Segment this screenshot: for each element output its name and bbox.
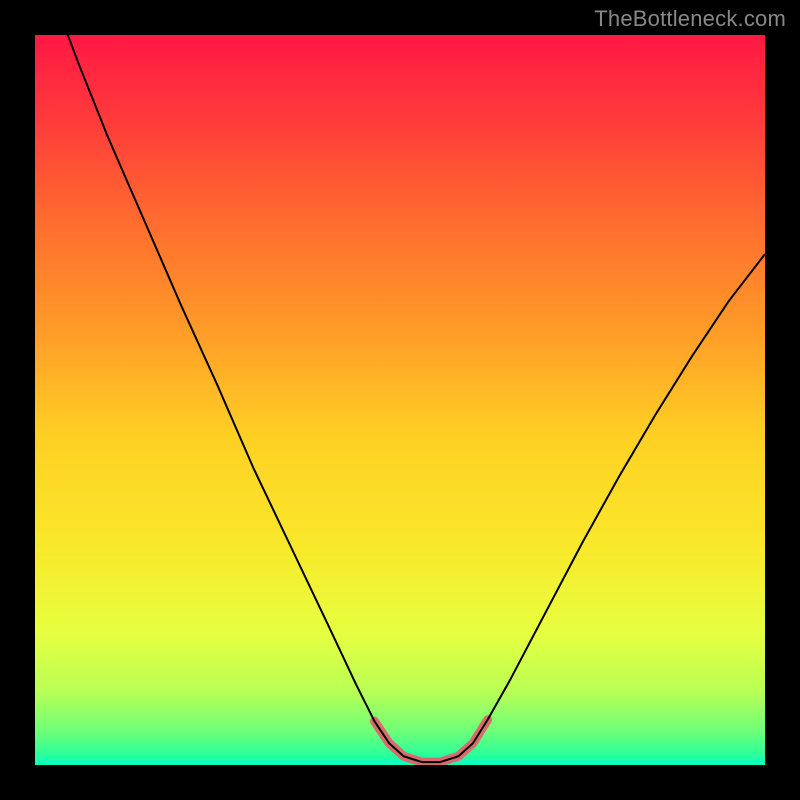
chart-frame: TheBottleneck.com <box>0 0 800 800</box>
bottleneck-curve <box>68 35 765 762</box>
curve-layer <box>35 35 765 765</box>
curve-accent-region <box>374 720 487 762</box>
watermark-text: TheBottleneck.com <box>594 6 786 32</box>
plot-area <box>35 35 765 765</box>
